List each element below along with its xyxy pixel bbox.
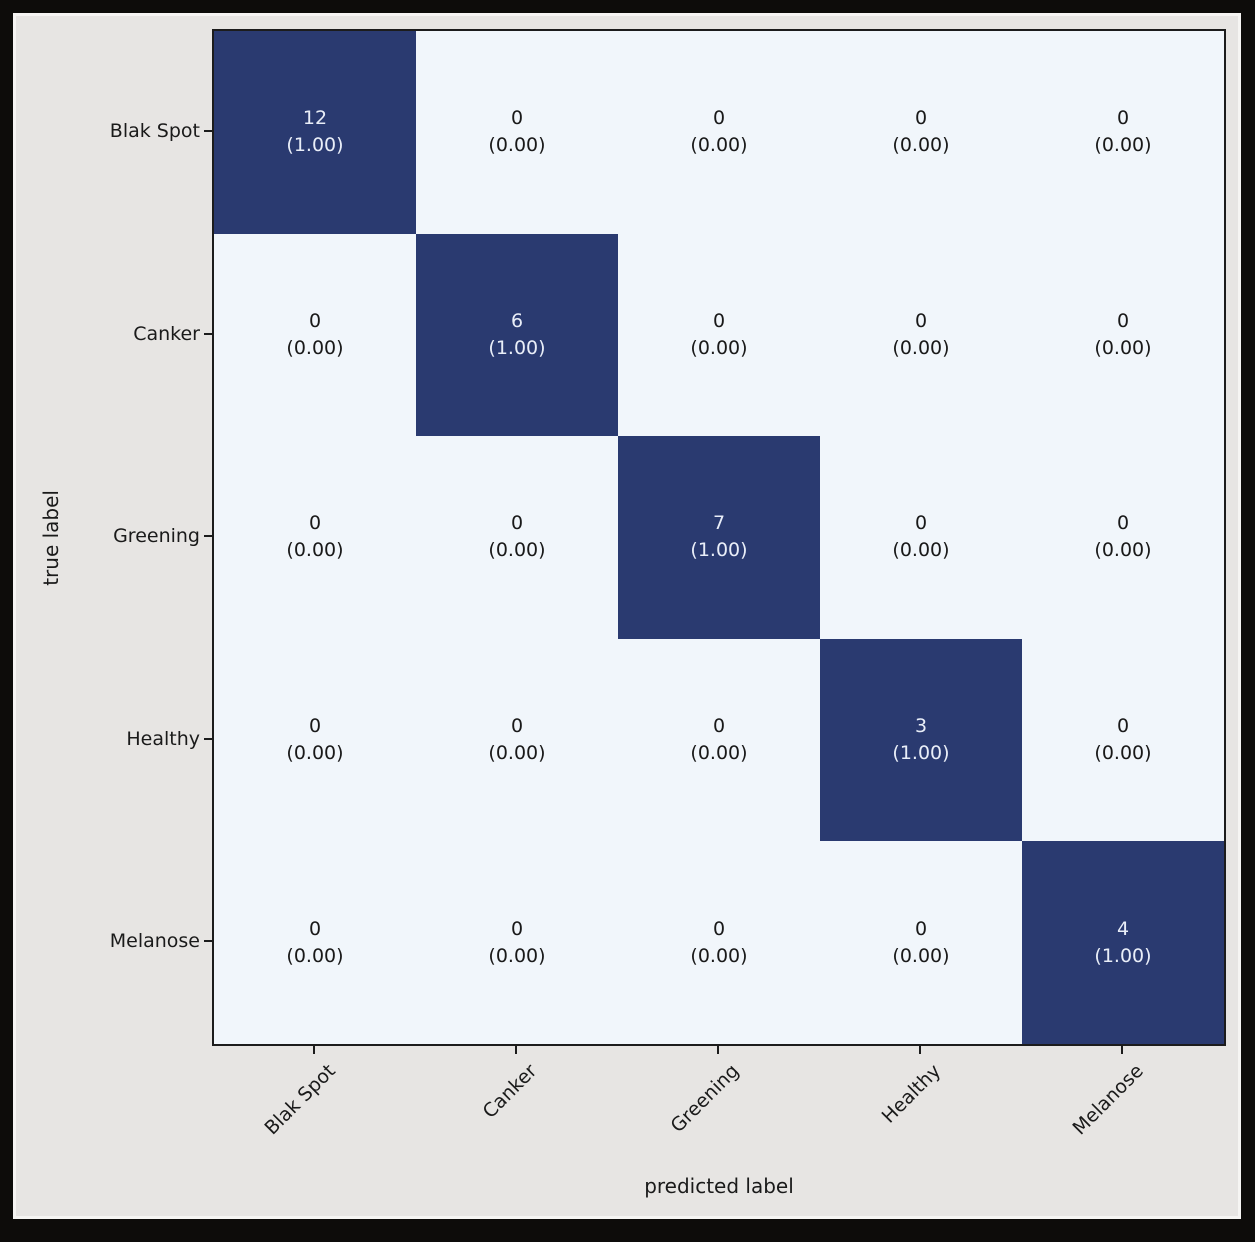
- cell-count: 6: [510, 309, 524, 332]
- matrix-cell: 0 (0.00): [618, 31, 820, 234]
- y-tick-mark: [204, 738, 212, 740]
- cell-fraction: (0.00): [286, 742, 344, 765]
- cell-fraction: (0.00): [1094, 742, 1152, 765]
- cell-fraction: (1.00): [690, 539, 748, 562]
- matrix-cell: 0 (0.00): [214, 233, 416, 437]
- cell-count: 0: [510, 917, 524, 940]
- cell-fraction: (0.00): [488, 944, 546, 967]
- cell-fraction: (0.00): [488, 134, 546, 157]
- x-tick-mark: [1121, 1046, 1123, 1054]
- cell-count: 0: [914, 107, 928, 130]
- y-tick-mark: [204, 940, 212, 942]
- figure-background: true label Blak Spot Canker Greening Hea…: [13, 13, 1241, 1219]
- cell-fraction: (0.00): [690, 134, 748, 157]
- matrix-cell: 0 (0.00): [1022, 233, 1224, 437]
- cell-fraction: (0.00): [286, 944, 344, 967]
- cell-count: 7: [712, 512, 726, 535]
- cell-count: 0: [1116, 715, 1130, 738]
- matrix-cell: 0 (0.00): [214, 841, 416, 1044]
- x-tick-label: Healthy: [877, 1060, 946, 1128]
- matrix-cell: 0 (0.00): [1022, 638, 1224, 842]
- cell-fraction: (1.00): [1094, 944, 1152, 967]
- cell-fraction: (0.00): [488, 539, 546, 562]
- matrix-cell: 0 (0.00): [214, 436, 416, 639]
- x-tick-mark: [515, 1046, 517, 1054]
- matrix-cell: 0 (0.00): [618, 841, 820, 1044]
- cell-count: 0: [712, 107, 726, 130]
- cell-count: 12: [302, 107, 328, 130]
- matrix-cell: 0 (0.00): [820, 233, 1022, 437]
- matrix-cell: 0 (0.00): [618, 233, 820, 437]
- cell-count: 0: [712, 715, 726, 738]
- y-tick-label: Melanose: [109, 930, 200, 952]
- cell-count: 0: [510, 107, 524, 130]
- cell-fraction: (0.00): [488, 742, 546, 765]
- cell-count: 0: [1116, 512, 1130, 535]
- x-tick-mark: [313, 1046, 315, 1054]
- cell-fraction: (0.00): [690, 742, 748, 765]
- cell-fraction: (0.00): [1094, 336, 1152, 359]
- cell-fraction: (0.00): [690, 336, 748, 359]
- y-tick-label: Blak Spot: [109, 120, 200, 142]
- matrix-cell: 0 (0.00): [416, 31, 618, 234]
- x-tick-label: Greening: [666, 1060, 744, 1138]
- y-tick-mark: [204, 333, 212, 335]
- matrix-cell: 0 (0.00): [820, 841, 1022, 1044]
- cell-fraction: (0.00): [286, 539, 344, 562]
- cell-count: 0: [1116, 309, 1130, 332]
- cell-count: 4: [1116, 917, 1130, 940]
- cell-fraction: (1.00): [892, 742, 950, 765]
- cell-count: 0: [308, 917, 322, 940]
- x-tick-label: Blak Spot: [260, 1060, 340, 1140]
- matrix-cell: 0 (0.00): [416, 436, 618, 639]
- matrix-cell: 0 (0.00): [618, 638, 820, 842]
- cell-count: 0: [510, 715, 524, 738]
- matrix-cell: 0 (0.00): [416, 638, 618, 842]
- cell-count: 0: [1116, 107, 1130, 130]
- cell-fraction: (0.00): [690, 944, 748, 967]
- x-tick-mark: [919, 1046, 921, 1054]
- matrix-cell: 0 (0.00): [214, 638, 416, 842]
- y-tick-label: Canker: [133, 323, 200, 345]
- matrix-cell: 0 (0.00): [1022, 31, 1224, 234]
- matrix-cell: 0 (0.00): [416, 841, 618, 1044]
- matrix-cell: 0 (0.00): [820, 436, 1022, 639]
- cell-count: 0: [914, 512, 928, 535]
- cell-fraction: (0.00): [892, 134, 950, 157]
- cell-count: 0: [914, 309, 928, 332]
- x-tick-mark: [717, 1046, 719, 1054]
- x-tick-label: Melanose: [1068, 1060, 1148, 1140]
- matrix-cell: 7 (1.00): [618, 436, 820, 639]
- cell-fraction: (0.00): [892, 944, 950, 967]
- cell-count: 0: [914, 917, 928, 940]
- y-tick-mark: [204, 130, 212, 132]
- cell-count: 0: [308, 715, 322, 738]
- cell-fraction: (0.00): [1094, 134, 1152, 157]
- matrix-cell: 0 (0.00): [1022, 436, 1224, 639]
- confusion-matrix-plot: 12 (1.00) 0 (0.00) 0 (0.00) 0 (0.00) 0 (0.00)…: [212, 29, 1226, 1046]
- cell-count: 0: [712, 309, 726, 332]
- y-tick-mark: [204, 535, 212, 537]
- cell-fraction: (0.00): [892, 336, 950, 359]
- cell-fraction: (0.00): [892, 539, 950, 562]
- cell-count: 0: [510, 512, 524, 535]
- cell-count: 3: [914, 715, 928, 738]
- matrix-cell: 6 (1.00): [416, 233, 618, 437]
- x-tick-label: Canker: [478, 1060, 542, 1123]
- cell-fraction: (1.00): [286, 134, 344, 157]
- y-tick-label: Healthy: [126, 728, 200, 750]
- cell-count: 0: [712, 917, 726, 940]
- matrix-cell: 12 (1.00): [214, 31, 416, 234]
- cell-count: 0: [308, 512, 322, 535]
- cell-fraction: (0.00): [286, 336, 344, 359]
- y-tick-label: Greening: [113, 525, 200, 547]
- cell-count: 0: [308, 309, 322, 332]
- x-axis-label: predicted label: [644, 1174, 794, 1198]
- matrix-cell: 3 (1.00): [820, 638, 1022, 842]
- matrix-cell: 4 (1.00): [1022, 841, 1224, 1044]
- matrix-cell: 0 (0.00): [820, 31, 1022, 234]
- cell-fraction: (0.00): [1094, 539, 1152, 562]
- cell-fraction: (1.00): [488, 336, 546, 359]
